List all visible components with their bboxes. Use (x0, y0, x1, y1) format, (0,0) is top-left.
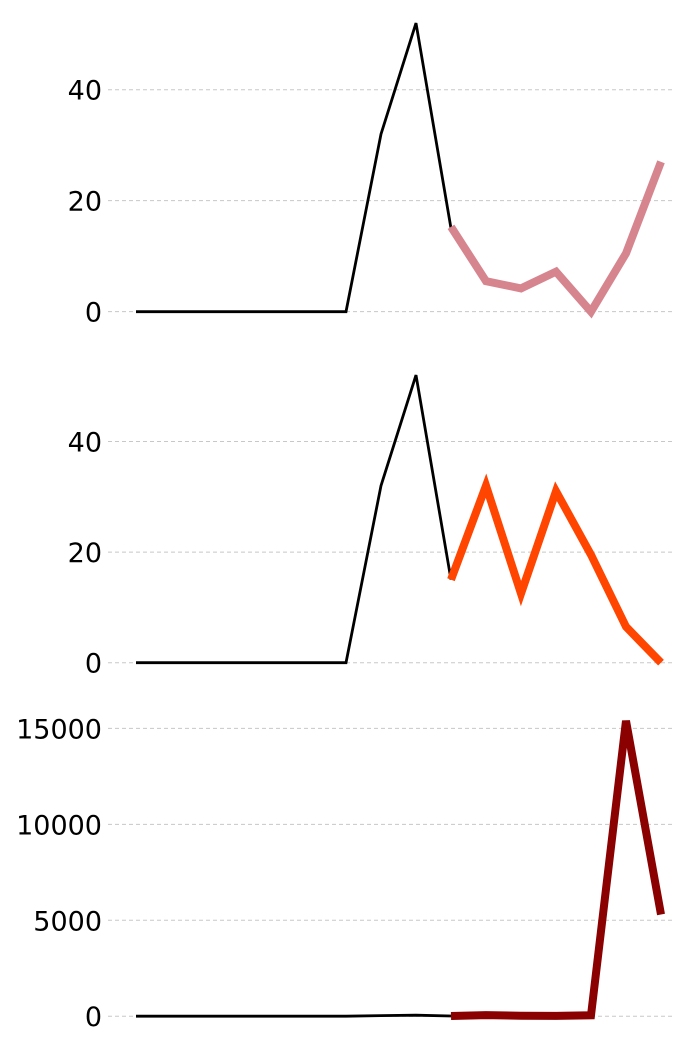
y-tick-label: 20 (68, 187, 102, 218)
forecast-series-line (447, 473, 664, 666)
history-series-line (136, 374, 453, 665)
y-tick-label: 0 (85, 649, 102, 680)
y-tick-label: 20 (68, 538, 102, 569)
y-tick-label: 40 (68, 427, 102, 458)
y-tick-label: 10000 (16, 810, 102, 841)
history-series-line (136, 22, 453, 314)
y-tick-label: 15000 (16, 714, 102, 745)
chart-panel-bottom: 0 5000 10000 15000 (16, 714, 675, 1033)
chart-panel-middle: 0 20 40 (68, 374, 675, 680)
forecast-series-line (450, 720, 665, 1020)
forecast-series-line (447, 160, 665, 319)
y-tick-label: 0 (85, 1002, 102, 1033)
chart-panel-top: 0 20 40 (68, 22, 675, 329)
y-tick-label: 0 (85, 298, 102, 329)
y-tick-label: 40 (68, 76, 102, 107)
y-tick-label: 5000 (33, 906, 102, 937)
history-series-line (136, 1013, 452, 1018)
